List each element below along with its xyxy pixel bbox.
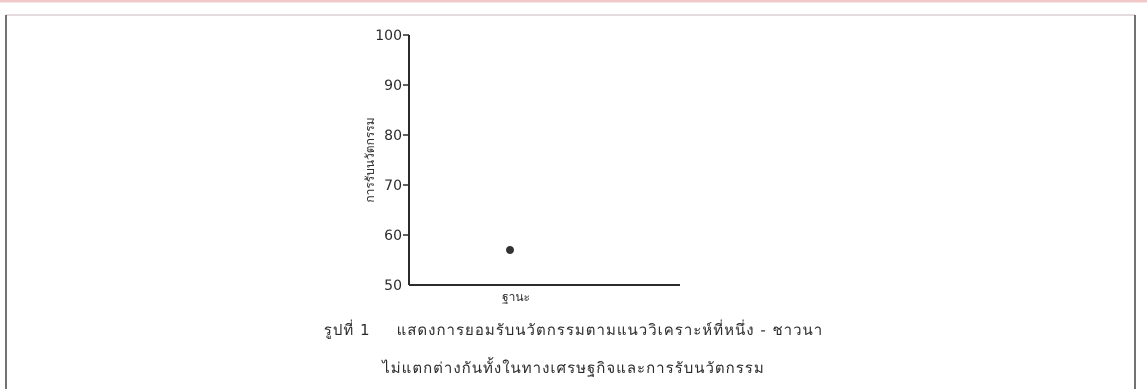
point-group — [506, 246, 514, 254]
data-point — [506, 246, 514, 254]
x-axis-label: ฐานะ — [502, 290, 530, 304]
figure-caption-text-2: ไม่แตกต่างกันทั้งในทางเศรษฐกิจและการรับน… — [382, 359, 765, 377]
figure-label: รูปที่ 1 — [323, 321, 371, 339]
y-tick-label: 60 — [384, 228, 402, 244]
figure-caption-text-1: แสดงการยอมรับนวัตกรรมตามแนววิเคราะห์ที่ห… — [396, 321, 824, 339]
y-tick-label: 90 — [384, 78, 402, 94]
y-tick-label: 70 — [384, 178, 402, 194]
figure-caption-line-1: รูปที่ 1 แสดงการยอมรับนวัตกรรมตามแนววิเคร… — [0, 318, 1147, 342]
y-axis-label: การรับนวัตกรรม — [363, 117, 377, 202]
y-tick-group: 50 60 70 80 90 100 — [375, 28, 409, 294]
figure-caption-line-2: ไม่แตกต่างกันทั้งในทางเศรษฐกิจและการรับน… — [0, 356, 1147, 380]
y-tick-label: 80 — [384, 128, 402, 144]
y-tick-label: 100 — [375, 28, 402, 44]
y-tick-label: 50 — [384, 278, 402, 294]
